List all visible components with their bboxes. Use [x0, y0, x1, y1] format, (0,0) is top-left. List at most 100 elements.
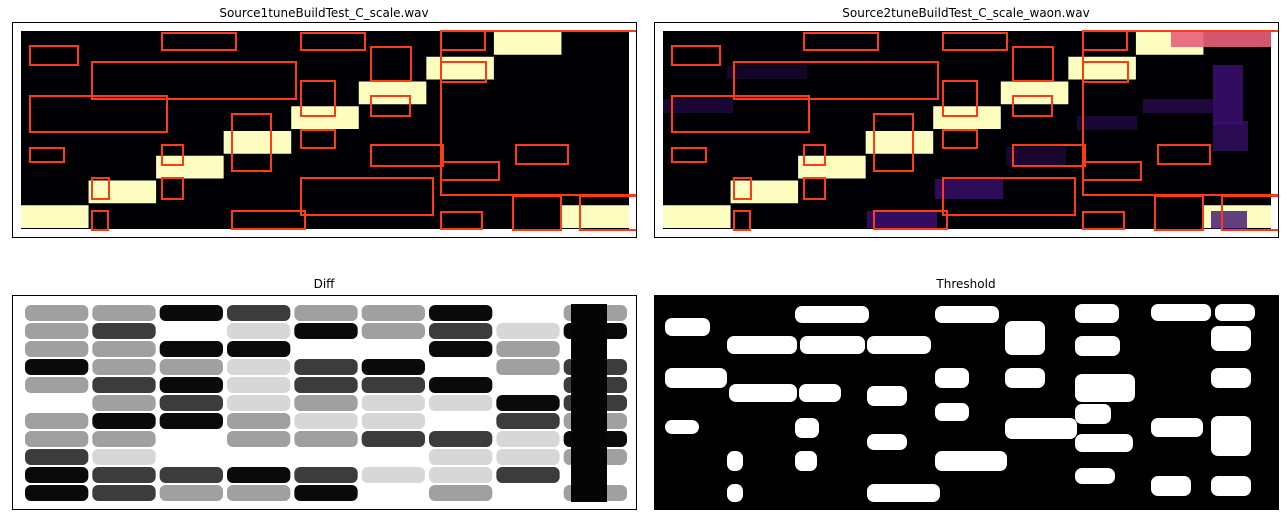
detection-box [733, 61, 939, 100]
note-cell [88, 180, 157, 204]
diff-cell [25, 305, 89, 321]
diff-cell [92, 467, 156, 483]
detection-box [300, 80, 336, 117]
detection-box [231, 113, 272, 172]
threshold-blob [1075, 468, 1115, 484]
diff-cell [294, 467, 358, 483]
detection-box [300, 32, 366, 51]
diff-cell [496, 449, 560, 465]
energy-cell [1143, 99, 1213, 113]
detection-box [942, 80, 978, 117]
detection-box [1157, 144, 1211, 165]
diff-cell [496, 341, 560, 357]
energy-cell [935, 179, 1003, 199]
note-cell [663, 205, 731, 228]
diff-cell [227, 395, 291, 411]
diff-cell [159, 341, 223, 357]
panel-title-threshold: Threshold [936, 277, 996, 291]
heatmap-diff [13, 296, 636, 509]
diff-cell [496, 377, 560, 393]
detection-box [91, 177, 110, 200]
diff-cell [227, 467, 291, 483]
diff-cell [25, 431, 89, 447]
note-cell [223, 131, 292, 154]
threshold-blob [1151, 476, 1191, 496]
note-cell [865, 131, 934, 154]
heatmap-source1 [21, 30, 636, 231]
diff-cell [429, 323, 493, 339]
detection-box [161, 32, 237, 51]
diff-cell [227, 341, 291, 357]
diff-cell [294, 485, 358, 501]
diff-cell [25, 395, 89, 411]
diff-cell [496, 431, 560, 447]
diff-cell [429, 449, 493, 465]
threshold-blob [665, 318, 710, 336]
diff-cell [361, 413, 425, 429]
diff-cell [496, 485, 560, 501]
diff-cell [159, 377, 223, 393]
threshold-blob [665, 420, 699, 434]
diff-cell [227, 359, 291, 375]
detection-box [370, 144, 444, 167]
threshold-blob [935, 403, 969, 421]
note-cell [561, 205, 629, 228]
energy-cell [867, 211, 937, 228]
threshold-blob [1151, 418, 1203, 437]
diff-cell [159, 485, 223, 501]
threshold-blob [1075, 434, 1133, 452]
detection-box [300, 129, 336, 149]
diff-cell [227, 449, 291, 465]
diff-cell [361, 431, 425, 447]
threshold-blob [935, 451, 1007, 471]
panel-source2 [654, 22, 1279, 238]
diff-cell [159, 413, 223, 429]
diff-cell [496, 359, 560, 375]
diff-cell [294, 449, 358, 465]
threshold-blob [727, 336, 797, 354]
diff-cell [92, 359, 156, 375]
diff-cell [361, 305, 425, 321]
detection-box [671, 147, 707, 163]
detection-box [873, 113, 914, 172]
detection-box [370, 46, 412, 82]
diff-cell [496, 395, 560, 411]
diff-cell [429, 305, 493, 321]
diff-cell [227, 323, 291, 339]
diff-cell [159, 431, 223, 447]
threshold-blob [795, 306, 869, 323]
threshold-blob [1215, 304, 1255, 321]
diff-cell [227, 377, 291, 393]
threshold-blob [1005, 418, 1077, 439]
detection-box [29, 45, 79, 66]
threshold-blob [1005, 368, 1045, 388]
detection-box [803, 177, 826, 200]
detection-box [803, 144, 826, 166]
diff-cell [25, 323, 89, 339]
note-cell [291, 106, 359, 129]
note-cell [21, 205, 89, 228]
threshold-blob [665, 368, 727, 388]
detection-box [1221, 195, 1278, 231]
detection-box [440, 61, 487, 83]
threshold-blob [1151, 304, 1211, 321]
panel-threshold [654, 295, 1279, 510]
energy-cell [1077, 116, 1137, 130]
detection-box [942, 32, 1008, 51]
diff-cell [294, 395, 358, 411]
diff-cell [429, 467, 493, 483]
threshold-blob [1005, 321, 1045, 355]
detection-box [512, 195, 562, 231]
energy-cell [1213, 65, 1243, 125]
diff-cell [159, 323, 223, 339]
detection-box [1082, 211, 1125, 230]
diff-cell [92, 323, 156, 339]
threshold-blob [800, 336, 865, 354]
diff-cell [429, 395, 493, 411]
detection-box [300, 177, 434, 216]
diff-cell [92, 449, 156, 465]
detection-box [733, 210, 751, 231]
note-cell [358, 81, 427, 105]
detection-box [803, 32, 879, 51]
threshold-blob [1211, 368, 1251, 388]
